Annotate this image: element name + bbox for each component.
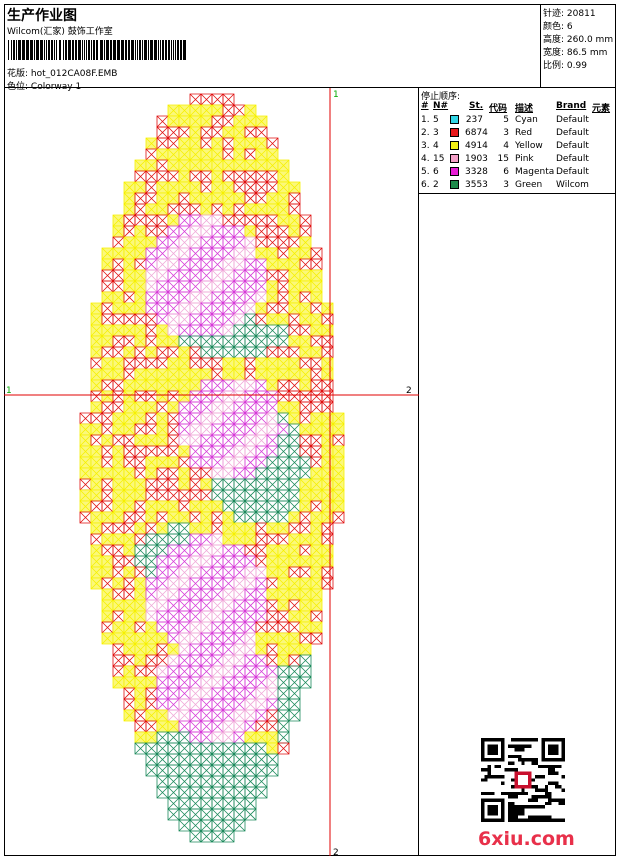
stat-scale: 比例: 0.99 [543,61,587,71]
qr-code-icon [481,738,565,822]
col-st: St. [469,101,484,111]
marker-right: 2 [406,386,412,396]
studio-name: Wilcom(汇家) 鼓饰工作室 [7,27,113,37]
color-swatch [450,141,459,150]
barcode-icon [8,40,186,60]
stop-sequence-title: 停止顺序: [421,92,461,102]
table-row: 5. 6 3328 6 Magenta Default [421,167,589,177]
file-label: 花版: [7,69,29,79]
stop-sequence-panel: 停止顺序: # N# St. 代码 描述 Brand 元素 1. 5 237 5 Cya… [419,88,616,194]
marker-top: 1 [333,90,339,100]
marker-bottom: 2 [333,848,339,856]
header-info: 生产作业图 Wilcom(汇家) 鼓饰工作室 花版: hot_012CA08F.… [4,4,541,92]
table-row: 4. 15 1903 15 Pink Default [421,154,589,164]
col-hash: # [421,101,429,111]
file-line: 花版: hot_012CA08F.EMB [7,66,117,79]
embroidery-design: 1 1 2 2 [4,88,419,858]
table-row: 3. 4 4914 4 Yellow Default [421,141,589,151]
design-area: 1 1 2 2 [4,88,419,858]
stat-height: 高度: 260.0 mm [543,35,614,45]
col-desc: 描述 [515,104,534,114]
color-swatch [450,128,459,137]
table-row: 6. 2 3553 3 Green Wilcom [421,180,589,190]
marker-left: 1 [6,386,12,396]
watermark-logo: 6xiu.com [478,828,575,850]
colorway-line: 色位: Colorway 1 [7,79,81,92]
col-n: N# [433,101,449,111]
color-swatch [450,167,459,176]
colorway-label: 色位: [7,82,29,92]
stats-box: 针迹: 20811 颜色: 6 高度: 260.0 mm 宽度: 86.5 mm… [541,4,616,88]
color-swatch [450,154,459,163]
col-code: 代码 [489,104,508,114]
table-row: 1. 5 237 5 Cyan Default [421,115,589,125]
sheet-frame [4,4,616,856]
stat-width: 宽度: 86.5 mm [543,48,608,58]
table-row: 2. 3 6874 3 Red Default [421,128,589,138]
color-swatch [450,180,459,189]
stat-stitches: 针迹: 20811 [543,9,596,19]
file-name: hot_012CA08F.EMB [30,69,118,79]
page-title: 生产作业图 [7,8,77,24]
stat-colors: 颜色: 6 [543,22,573,32]
col-element: 元素 [592,104,611,114]
color-swatch [450,115,459,124]
col-brand: Brand [556,101,587,111]
colorway-name: Colorway 1 [30,82,82,92]
